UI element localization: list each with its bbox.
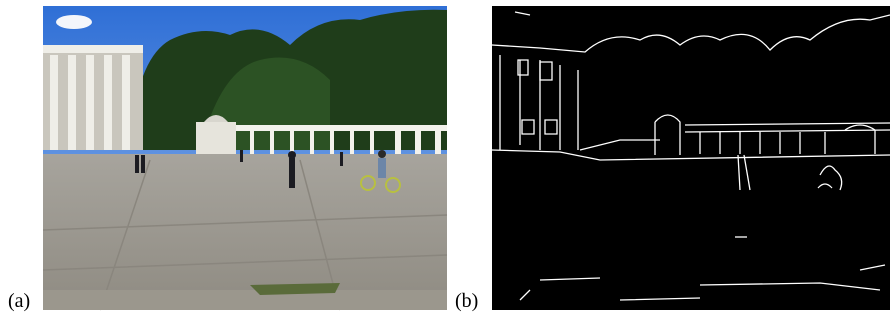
- panel-label: (a): [8, 290, 30, 312]
- panel-label: (b): [455, 290, 478, 312]
- edge-panel: [492, 6, 890, 310]
- figure: (a) (b): [0, 0, 890, 318]
- photo-panel: [43, 6, 447, 310]
